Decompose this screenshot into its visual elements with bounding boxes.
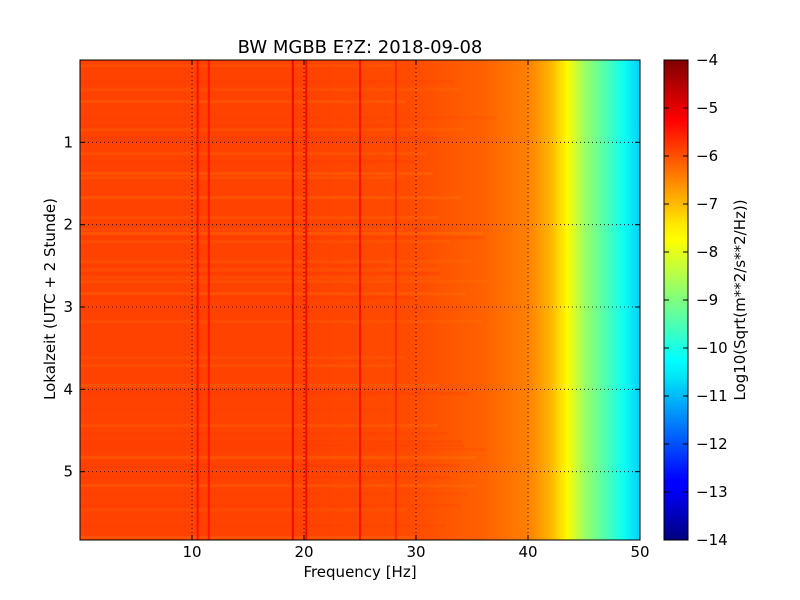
colorbar-tick-label: −5 — [696, 99, 718, 117]
x-axis: 10 20 30 40 50 — [182, 60, 650, 561]
y-tick-label: 4 — [63, 380, 73, 398]
time-band — [80, 444, 464, 448]
colorbar-tick-label: −7 — [696, 195, 718, 213]
time-band — [80, 448, 488, 452]
time-band — [80, 228, 403, 232]
time-band — [80, 492, 469, 496]
time-band — [80, 424, 438, 428]
y-axis: 1 2 3 4 5 — [63, 133, 640, 481]
time-band — [80, 124, 410, 128]
time-band — [80, 268, 438, 272]
time-band — [80, 80, 454, 84]
time-band — [80, 276, 441, 280]
time-band — [80, 260, 471, 264]
time-band — [80, 116, 497, 120]
colorbar-tick-label: −14 — [696, 531, 728, 549]
grid-lines — [80, 60, 640, 540]
time-band — [80, 196, 461, 200]
time-band — [80, 172, 433, 176]
time-band — [80, 280, 489, 284]
colorbar-label: Log10(Sqrt(m**2/s**2/Hz)) — [731, 199, 749, 400]
time-band — [80, 216, 439, 220]
colorbar-tick-label: −11 — [696, 387, 728, 405]
time-band — [80, 524, 446, 528]
time-band — [80, 152, 428, 156]
time-bands — [80, 64, 497, 540]
time-band — [80, 236, 485, 240]
time-band — [80, 232, 485, 236]
time-band — [80, 88, 462, 92]
time-band — [80, 384, 439, 388]
spectral-lines — [196, 60, 397, 540]
time-band — [80, 432, 448, 436]
colorbar-tick-label: −12 — [696, 435, 728, 453]
time-band — [80, 392, 469, 396]
time-band — [80, 476, 451, 480]
colorbar-tick-label: −4 — [696, 51, 718, 69]
x-tick-label: 10 — [182, 543, 201, 561]
time-band — [80, 440, 463, 444]
colorbar: −4 −5 −6 −7 −8 −9 −10 −11 −12 −13 −14 Log10(Sqrt(m… — [663, 51, 749, 549]
colorbar-tick-label: −8 — [696, 243, 718, 261]
time-band — [80, 484, 476, 488]
time-band — [80, 128, 464, 132]
colorbar-tick-label: −9 — [696, 291, 718, 309]
x-axis-label: Frequency [Hz] — [303, 563, 416, 581]
time-band — [80, 456, 477, 460]
time-band — [80, 240, 451, 244]
time-band — [80, 160, 415, 164]
time-band — [80, 536, 415, 540]
time-band — [80, 176, 404, 180]
time-band — [80, 356, 404, 360]
x-tick-label: 50 — [630, 543, 649, 561]
colorbar-tick-label: −10 — [696, 339, 728, 357]
y-tick-label: 3 — [63, 298, 73, 316]
plot-frame — [79, 59, 641, 541]
time-band — [80, 64, 401, 68]
time-band — [80, 292, 467, 296]
colorbar-tick-label: −6 — [696, 147, 718, 165]
colorbar-tick-label: −13 — [696, 483, 728, 501]
y-tick-label: 5 — [63, 463, 73, 481]
time-band — [80, 464, 460, 468]
time-band — [80, 296, 414, 300]
x-tick-label: 40 — [518, 543, 537, 561]
time-band — [80, 264, 389, 268]
time-band — [80, 136, 438, 140]
chart-title: BW MGBB E?Z: 2018-09-08 — [238, 37, 483, 58]
x-tick-label: 30 — [406, 543, 425, 561]
colorbar-ticks: −4 −5 −6 −7 −8 −9 −10 −11 −12 −13 −14 — [664, 51, 728, 549]
time-band — [80, 320, 483, 324]
time-band — [80, 408, 398, 412]
time-band — [80, 100, 406, 104]
x-tick-label: 20 — [294, 543, 313, 561]
time-band — [80, 508, 407, 512]
time-band — [80, 364, 398, 368]
time-band — [80, 504, 462, 508]
y-axis-label: Lokalzeit (UTC + 2 Stunde) — [41, 198, 59, 400]
y-tick-label: 1 — [63, 133, 73, 151]
y-tick-label: 2 — [63, 216, 73, 234]
plot-area — [79, 59, 641, 541]
time-band — [80, 272, 440, 276]
